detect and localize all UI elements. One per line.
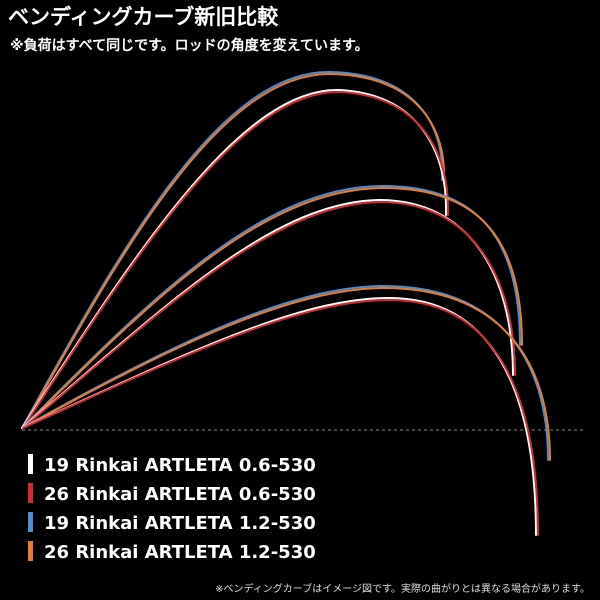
legend-label: 19 Rinkai ARTLETA 0.6-530	[44, 455, 316, 476]
bending-curve	[22, 286, 551, 461]
bending-curve	[22, 200, 516, 429]
legend-swatch	[28, 512, 33, 532]
bending-curve	[21, 184, 521, 429]
bending-curve	[21, 88, 448, 429]
legend-swatch	[28, 483, 33, 503]
bending-curve	[22, 90, 450, 429]
legend-swatch	[28, 541, 33, 561]
legend-label: 26 Rinkai ARTLETA 0.6-530	[44, 484, 316, 505]
curves	[21, 70, 551, 536]
bending-curve	[21, 284, 549, 461]
footnote: ※ベンディングカーブはイメージ図です。実際の曲がりとは異なる場合があります。	[215, 582, 590, 595]
legend-label: 19 Rinkai ARTLETA 1.2-530	[44, 513, 316, 534]
legend-label: 26 Rinkai ARTLETA 1.2-530	[44, 542, 316, 563]
bending-curve	[22, 186, 523, 429]
title: ベンディングカーブ新旧比較	[8, 5, 279, 29]
legend-swatch	[28, 454, 33, 474]
subtitle: ※負荷はすべて同じです。ロッドの角度を変えています。	[10, 37, 369, 54]
bending-curve	[22, 72, 446, 429]
bending-curve	[22, 298, 539, 536]
legend: 19 Rinkai ARTLETA 0.6-530 26 Rinkai ARTLE…	[28, 454, 316, 563]
